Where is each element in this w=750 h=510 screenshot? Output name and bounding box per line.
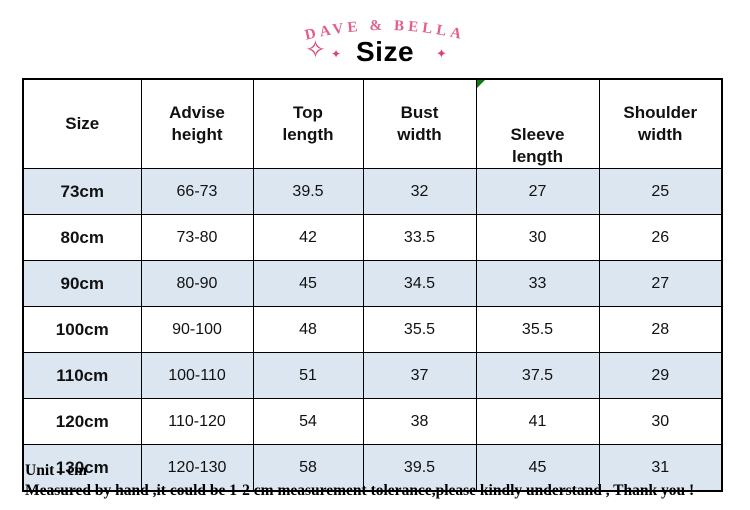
column-header-size: Size [22, 78, 142, 170]
table-cell: 51 [252, 352, 364, 400]
table-cell: 30 [598, 398, 723, 446]
header-row: Size Advise height Top length Bust width… [22, 78, 723, 170]
table-cell: 37 [362, 352, 477, 400]
size-table: Size Advise height Top length Bust width… [22, 78, 723, 493]
table-row: 90cm 80-90 45 34.5 33 27 [22, 260, 723, 308]
table-cell: 39.5 [362, 444, 477, 492]
table-cell: 26 [598, 214, 723, 262]
table-cell: 28 [598, 306, 723, 354]
table-cell: 73-80 [140, 214, 254, 262]
table-cell-size: 110cm [22, 352, 142, 400]
table-cell: 27 [475, 168, 600, 216]
table-cell-size: 130cm [22, 444, 142, 492]
table-cell: 31 [598, 444, 723, 492]
table-row: 130cm 120-130 58 39.5 45 31 [22, 444, 723, 492]
table-cell: 38 [362, 398, 477, 446]
table-cell: 29 [598, 352, 723, 400]
table-cell: 35.5 [475, 306, 600, 354]
table-cell: 48 [252, 306, 364, 354]
header: DAVE & BELLA ✧ ✦ ✦ Size [0, 0, 750, 78]
table-row: 110cm 100-110 51 37 37.5 29 [22, 352, 723, 400]
table-cell-size: 100cm [22, 306, 142, 354]
table-cell: 32 [362, 168, 477, 216]
table-row: 73cm 66-73 39.5 32 27 25 [22, 168, 723, 216]
table-cell: 110-120 [140, 398, 254, 446]
table-row: 120cm 110-120 54 38 41 30 [22, 398, 723, 446]
table-cell: 42 [252, 214, 364, 262]
flag-triangle-icon [477, 80, 485, 88]
table-cell: 100-110 [140, 352, 254, 400]
table-cell: 34.5 [362, 260, 477, 308]
table-cell: 90-100 [140, 306, 254, 354]
table-cell: 37.5 [475, 352, 600, 400]
column-header-bust-width: Bust width [362, 78, 477, 170]
table-cell: 41 [475, 398, 600, 446]
table-cell: 45 [475, 444, 600, 492]
sparkle-icon: ✧ [305, 36, 326, 64]
brand-logo: DAVE & BELLA [303, 18, 462, 44]
tolerance-note: Measured by hand ,it could be 1-2 cm mea… [25, 482, 695, 499]
sparkle-icon: ✦ [331, 47, 342, 61]
footer: Unit : cm Measured by hand ,it could be … [25, 461, 740, 501]
table-cell-size: 80cm [22, 214, 142, 262]
table-cell: 80-90 [140, 260, 254, 308]
sparkle-icon: ✦ [436, 46, 447, 61]
unit-label: Unit : cm [25, 462, 87, 479]
table-cell: 66-73 [140, 168, 254, 216]
table-cell: 27 [598, 260, 723, 308]
column-header-shoulder-width: Shoulder width [598, 78, 723, 170]
table-cell: 35.5 [362, 306, 477, 354]
page-title: Size [355, 36, 415, 67]
column-header-top-length: Top length [252, 78, 364, 170]
column-header-sleeve-length: Sleeve length [475, 78, 600, 170]
table-cell: 54 [252, 398, 364, 446]
column-header-label: Sleeve length [510, 125, 565, 167]
table-cell-size: 120cm [22, 398, 142, 446]
table-cell-size: 73cm [22, 168, 142, 216]
column-header-advise-height: Advise height [140, 78, 254, 170]
table-cell: 33 [475, 260, 600, 308]
table-row: 100cm 90-100 48 35.5 35.5 28 [22, 306, 723, 354]
table-cell: 33.5 [362, 214, 477, 262]
table-cell: 25 [598, 168, 723, 216]
table-cell: 39.5 [252, 168, 364, 216]
table-row: 80cm 73-80 42 33.5 30 26 [22, 214, 723, 262]
table-cell-size: 90cm [22, 260, 142, 308]
table-cell: 45 [252, 260, 364, 308]
table-cell: 120-130 [140, 444, 254, 492]
table-cell: 30 [475, 214, 600, 262]
